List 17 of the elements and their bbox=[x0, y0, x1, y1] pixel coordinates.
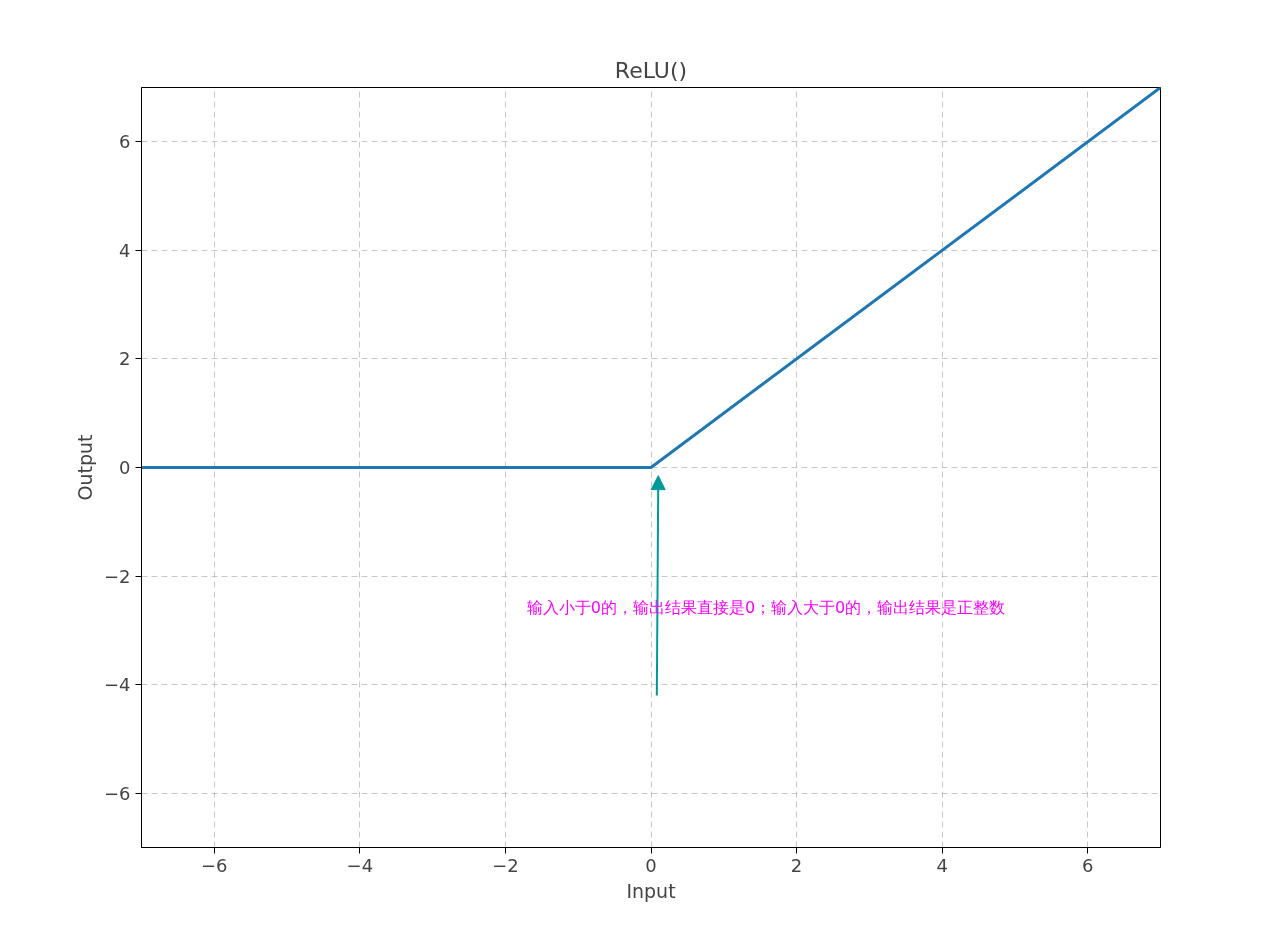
y-axis-title: Output bbox=[73, 434, 96, 501]
y-tick-label: 2 bbox=[119, 348, 131, 370]
x-tick-label: 6 bbox=[1081, 854, 1094, 876]
x-tick-label: 4 bbox=[936, 854, 948, 876]
x-tick-label: 0 bbox=[645, 854, 657, 876]
x-tick-label: 2 bbox=[790, 854, 803, 876]
y-tick-label: 0 bbox=[119, 457, 131, 478]
x-tick-label: −4 bbox=[346, 854, 374, 876]
x-tick-label: −6 bbox=[201, 854, 228, 876]
x-axis-title: Input bbox=[626, 879, 676, 902]
x-tick-label: −2 bbox=[492, 854, 519, 876]
y-tick-label: −2 bbox=[103, 565, 131, 587]
y-tick-label: 4 bbox=[119, 239, 131, 261]
y-tick-label: −6 bbox=[103, 782, 131, 804]
y-tick-label: −4 bbox=[103, 674, 131, 696]
chart-title: ReLU() bbox=[614, 57, 688, 83]
y-tick-label: 6 bbox=[119, 131, 131, 153]
